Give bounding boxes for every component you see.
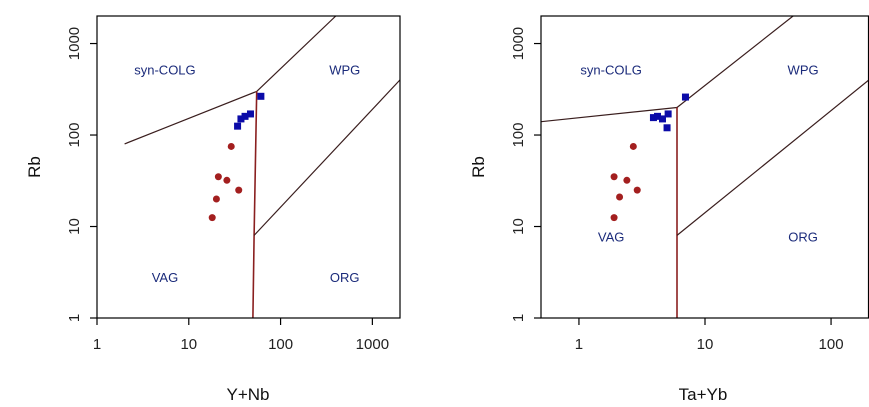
panel-1-series-2-point-3 <box>214 173 222 181</box>
panel-2-boundary-1 <box>541 106 678 123</box>
panel-1-x-tick-label-2: 10 <box>180 336 197 353</box>
panel-1-series-1-point-5 <box>257 92 265 100</box>
panel-2-y-tick-label-3: 100 <box>510 123 527 148</box>
panel-1-field-label-syn-colg: syn-COLG <box>134 63 195 78</box>
panel-1-y-tick-label-2: 10 <box>66 218 83 235</box>
panel-2-series-1-point-6 <box>681 93 689 101</box>
panel-1-series-2-point-2 <box>212 195 220 203</box>
panel-1-series-1-point-4 <box>246 110 254 118</box>
panel-1-boundary-3 <box>252 91 258 318</box>
panel-2-x-axis-title: Ta+Yb <box>679 385 728 404</box>
panel-1-x-ticks: 1 10 100 1000 <box>93 318 389 353</box>
panel-1-y-tick-label-3: 100 <box>66 123 83 148</box>
panel-2-field-label-wpg: WPG <box>788 63 819 78</box>
panel-1-boundary-2 <box>256 16 337 92</box>
panel-2-series-2-point-4 <box>623 176 631 184</box>
panel-2-series-1-point-4 <box>664 110 672 118</box>
panel-1-boundary-1 <box>124 90 257 145</box>
panel-2-y-ticks: 1 10 100 1000 <box>510 27 541 322</box>
panel-2-series-2-point-6 <box>633 186 641 194</box>
panel-2-field-label-vag: VAG <box>598 229 625 244</box>
panel-1-series-1-point-2 <box>237 115 245 123</box>
panel-2-series-2-point-3 <box>616 193 624 201</box>
panel-2: syn-COLG WPG VAG ORG 1 10 100 1 10 100 1000 Ta+Y… <box>469 15 869 404</box>
panel-1-series-2-point-6 <box>235 186 243 194</box>
panel-2-x-ticks: 1 10 100 <box>575 318 844 353</box>
panel-2-series-2-point-5 <box>629 142 637 150</box>
panel-1-boundaries <box>124 16 400 318</box>
panel-2-field-labels: syn-COLG WPG VAG ORG <box>580 63 818 245</box>
panel-1-series-2-point-1 <box>208 214 216 222</box>
panel-1-y-tick-label-4: 1000 <box>66 27 83 60</box>
panel-1-y-ticks: 1 10 100 1000 <box>66 27 97 322</box>
panel-2-series-1-point-5 <box>663 124 671 132</box>
panel-2-series-1-point-1 <box>649 114 657 122</box>
panel-1-x-tick-label-1: 1 <box>93 336 101 353</box>
panel-2-series-2-point-2 <box>610 173 618 181</box>
panel-2-field-label-syn-colg: syn-COLG <box>580 63 641 78</box>
panel-1-x-axis-title: Y+Nb <box>227 385 270 404</box>
panel-1-frame <box>96 15 401 319</box>
panel-1-y-axis-title: Rb <box>25 156 44 178</box>
panel-2-x-tick-label-2: 10 <box>697 336 714 353</box>
panel-1-y-tick-label-1: 1 <box>66 314 83 322</box>
panel-2-y-tick-label-4: 1000 <box>510 27 527 60</box>
panel-2-boundary-4 <box>676 79 869 236</box>
panel-1-series-2-point-4 <box>223 176 231 184</box>
panel-1-series-1-point-3 <box>241 112 249 120</box>
panel-2-series-1-point-3 <box>658 115 666 123</box>
panel-1-field-label-org: ORG <box>330 270 360 285</box>
panel-2-series-2-point-1 <box>610 214 618 222</box>
panel-2-boundary-2 <box>676 16 794 108</box>
panel-2-field-label-org: ORG <box>788 229 818 244</box>
panel-1-series-2-point-5 <box>227 142 235 150</box>
panel-2-y-axis-title: Rb <box>469 156 488 178</box>
panel-1-x-tick-label-4: 1000 <box>356 336 389 353</box>
panel-1-plot-border <box>96 15 401 319</box>
panel-2-x-tick-label-3: 100 <box>819 336 844 353</box>
panel-1-boundary-4 <box>253 79 400 236</box>
panel-2-boundaries <box>541 16 869 318</box>
panel-2-plot-border <box>540 15 869 319</box>
panel-1-field-label-wpg: WPG <box>329 63 360 78</box>
panel-1-field-label-vag: VAG <box>152 270 179 285</box>
panel-2-frame <box>540 15 869 319</box>
panel-2-x-tick-label-1: 1 <box>575 336 583 353</box>
panel-2-series-1-point-2 <box>654 112 662 120</box>
panel-1-points <box>208 92 265 222</box>
panel-1-x-tick-label-3: 100 <box>268 336 293 353</box>
panel-1-field-labels: syn-COLG WPG VAG ORG <box>134 63 360 285</box>
panel-2-y-tick-label-1: 1 <box>510 314 527 322</box>
panel-2-y-tick-label-2: 10 <box>510 218 527 235</box>
panel-2-points <box>610 93 689 222</box>
panel-1-series-1-point-1 <box>234 122 242 130</box>
